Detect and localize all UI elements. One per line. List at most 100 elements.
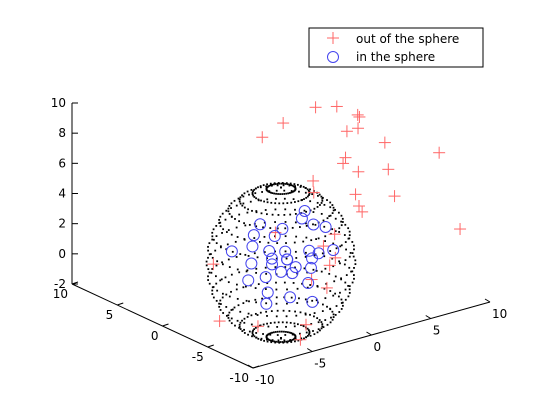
sphere-point: [290, 191, 293, 194]
sphere-point: [341, 221, 344, 223]
sphere-point: [283, 197, 286, 200]
sphere-point: [309, 334, 312, 337]
sphere-point: [339, 262, 341, 265]
sphere-point: [313, 254, 316, 257]
sphere-point: [275, 257, 278, 260]
sphere-point: [306, 286, 309, 289]
sphere-point: [284, 334, 287, 336]
sphere-point: [299, 226, 301, 228]
sphere-point: [230, 273, 233, 276]
sphere-point: [334, 275, 337, 278]
sphere-point: [294, 340, 296, 343]
sphere-point: [285, 325, 287, 328]
sphere-point: [305, 224, 308, 227]
sphere-point: [247, 255, 250, 257]
sphere-point: [273, 340, 276, 343]
sphere-point: [292, 198, 295, 201]
sphere-point: [280, 186, 282, 189]
sphere-point: [337, 295, 340, 298]
sphere-point: [308, 333, 310, 336]
data-point-plus: [213, 315, 226, 328]
sphere-point: [351, 241, 354, 243]
sphere-point: [243, 328, 245, 331]
sphere-point: [344, 241, 347, 243]
sphere-point: [332, 265, 335, 268]
sphere-point: [290, 184, 293, 186]
sphere-point: [221, 263, 224, 266]
sphere-point: [257, 337, 260, 340]
sphere-point: [274, 221, 276, 223]
data-point-circle: [295, 212, 308, 225]
sphere-point: [227, 281, 230, 284]
sphere-point: [332, 206, 335, 209]
sphere-point: [322, 303, 324, 306]
sphere-point: [233, 199, 236, 202]
x-tick: [366, 331, 372, 336]
sphere-point: [308, 332, 311, 334]
z-tick-label: -2: [54, 277, 66, 291]
sphere-point: [290, 296, 293, 299]
sphere-point: [225, 306, 228, 308]
sphere-point: [348, 288, 351, 291]
sphere-point: [236, 268, 239, 271]
sphere-point: [343, 234, 346, 236]
sphere-point: [329, 214, 332, 217]
sphere-point: [291, 184, 294, 187]
sphere-point: [276, 184, 279, 187]
sphere-point: [262, 184, 265, 187]
sphere-point: [242, 195, 245, 198]
data-point-circle: [298, 204, 311, 217]
sphere-point: [286, 202, 289, 204]
sphere-point: [219, 309, 222, 311]
data-point-plus: [307, 186, 320, 199]
sphere-point: [300, 337, 303, 340]
y-tick-label: 0: [151, 329, 159, 343]
sphere-point: [255, 271, 258, 274]
sphere-point: [251, 209, 253, 212]
sphere-point: [352, 244, 355, 247]
data-point-plus: [353, 110, 366, 123]
sphere-point: [319, 204, 321, 206]
sphere-point: [250, 188, 253, 191]
z-tick-label: 0: [58, 247, 66, 261]
sphere-point: [340, 277, 343, 280]
sphere-point: [283, 182, 285, 185]
sphere-point: [283, 193, 286, 195]
sphere-point: [294, 201, 296, 203]
sphere-point: [294, 208, 296, 211]
sphere-point: [349, 252, 352, 254]
sphere-point: [322, 219, 325, 222]
sphere-point: [259, 324, 262, 327]
sphere-point: [317, 237, 320, 240]
sphere-point: [228, 319, 231, 322]
data-point-plus: [251, 320, 264, 333]
sphere-point: [235, 256, 238, 258]
legend-marker-plus: [327, 32, 339, 44]
sphere-point: [267, 338, 270, 341]
sphere-point: [320, 202, 323, 204]
sphere-point: [341, 301, 344, 304]
sphere-point: [315, 299, 318, 302]
sphere-point: [326, 305, 328, 308]
sphere-point: [275, 189, 278, 192]
sphere-point: [255, 336, 257, 339]
sphere-point: [277, 321, 280, 324]
sphere-point: [227, 317, 230, 319]
sphere-point: [353, 267, 355, 269]
sphere-point: [215, 264, 218, 267]
sphere-point: [340, 214, 343, 217]
sphere-point: [293, 325, 296, 328]
sphere-point: [294, 221, 297, 224]
sphere-point: [316, 201, 319, 204]
sphere-point: [252, 190, 254, 193]
sphere-point: [251, 193, 254, 196]
sphere-point: [304, 191, 307, 194]
sphere-point: [263, 251, 266, 253]
sphere-point: [218, 218, 221, 221]
sphere-point: [316, 317, 319, 320]
sphere-point: [222, 312, 225, 314]
sphere-point: [306, 327, 309, 330]
data-point-plus: [340, 125, 353, 138]
legend-label-out: out of the sphere: [356, 32, 459, 46]
data-point-circle: [263, 245, 276, 258]
